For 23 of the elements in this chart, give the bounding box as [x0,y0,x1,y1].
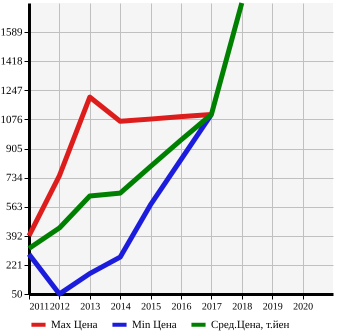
y-tick-label: 1589 [0,26,23,39]
x-tick-label: 2016 [172,302,192,312]
x-tick-label: 2018 [232,302,252,312]
x-tick-label: 2014 [110,302,131,312]
y-tick-label: 221 [6,259,22,272]
x-tick-label: 2015 [141,302,162,312]
x-tick-label: 2020 [293,302,314,312]
y-tick-label: 1418 [0,56,23,68]
y-tick-label: 1247 [0,84,23,97]
x-tick-label: 2017 [202,302,222,312]
y-tick-label: 734 [6,172,23,184]
y-tick-label: 905 [6,143,23,155]
legend-label: Max Цена [51,318,98,331]
legend-label: Min Цена [132,318,177,331]
x-tick-label: 2019 [262,302,283,312]
y-tick-label: 563 [6,201,23,214]
y-tick-label: 1076 [0,114,23,126]
x-tick-label: 2012 [50,302,70,312]
x-tick-label: 2011 [30,302,50,312]
y-tick-label: 50 [12,288,23,300]
x-tick-label: 2013 [80,302,100,312]
y-tick-label: 392 [6,230,22,242]
legend-label: Сред.Цена, т.йен [211,318,290,331]
